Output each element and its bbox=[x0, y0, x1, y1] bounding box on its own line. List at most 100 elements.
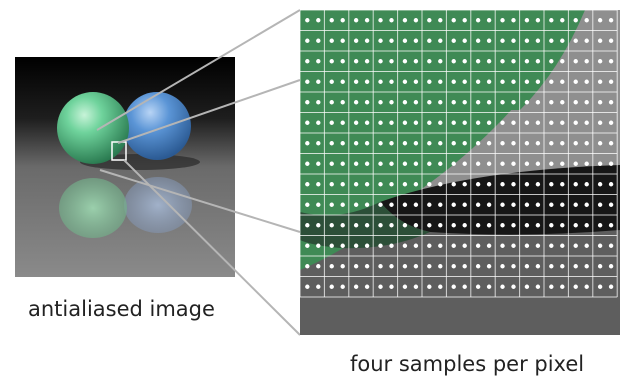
sample-dot bbox=[402, 264, 408, 269]
sample-dot bbox=[378, 264, 383, 269]
sample-dot bbox=[462, 243, 467, 248]
sample-dot bbox=[486, 161, 492, 166]
sample-dot bbox=[573, 202, 578, 207]
sample-dot bbox=[329, 100, 334, 105]
sample-dot bbox=[353, 264, 359, 269]
sample-dot bbox=[364, 284, 370, 289]
sample-dot bbox=[535, 284, 541, 289]
sample-dot bbox=[305, 38, 310, 43]
sample-dot bbox=[475, 120, 481, 125]
sample-dot bbox=[329, 38, 334, 43]
sample-dot bbox=[305, 264, 310, 269]
sample-dot bbox=[524, 100, 530, 105]
sample-dot bbox=[451, 18, 456, 23]
sample-dot bbox=[353, 18, 359, 23]
sample-dot bbox=[511, 223, 516, 228]
sample-dot bbox=[329, 182, 334, 187]
sample-dot bbox=[549, 59, 554, 64]
sample-dot bbox=[549, 79, 554, 84]
sample-dot bbox=[413, 79, 419, 84]
sample-dot bbox=[573, 284, 578, 289]
sample-dot bbox=[378, 120, 383, 125]
sample-dot bbox=[438, 120, 443, 125]
sample-dot bbox=[475, 182, 481, 187]
sample-dot bbox=[549, 100, 554, 105]
sample-dot bbox=[329, 223, 334, 228]
sample-dot bbox=[329, 202, 334, 207]
sample-dot bbox=[475, 202, 481, 207]
sample-dot bbox=[475, 243, 481, 248]
sample-dot bbox=[353, 79, 359, 84]
sample-dot bbox=[451, 161, 456, 166]
sample-dot bbox=[427, 59, 432, 64]
sample-dot bbox=[500, 141, 505, 146]
sample-dot bbox=[305, 161, 310, 166]
sample-dot bbox=[353, 141, 359, 146]
sample-dot bbox=[549, 120, 554, 125]
sample-dot bbox=[486, 100, 492, 105]
zoomed-pixel-grid bbox=[300, 10, 620, 335]
sample-dot bbox=[305, 18, 310, 23]
caption-antialiased-image: antialiased image bbox=[28, 297, 215, 321]
sample-dot bbox=[438, 79, 443, 84]
sample-dot bbox=[378, 79, 383, 84]
sample-dot bbox=[340, 202, 345, 207]
sample-dot bbox=[353, 120, 359, 125]
sample-dot bbox=[438, 223, 443, 228]
sample-dot bbox=[549, 264, 554, 269]
sample-dot bbox=[584, 59, 589, 64]
sample-dot bbox=[584, 141, 589, 146]
sample-dot bbox=[353, 243, 359, 248]
sample-dot bbox=[378, 38, 383, 43]
sample-dot bbox=[451, 223, 456, 228]
sample-dots bbox=[305, 18, 614, 289]
sample-dot bbox=[389, 202, 394, 207]
sample-dot bbox=[608, 182, 614, 187]
sample-dot bbox=[305, 79, 310, 84]
sample-dot bbox=[353, 100, 359, 105]
sample-dot bbox=[438, 182, 443, 187]
sample-dot bbox=[535, 161, 541, 166]
sample-dot bbox=[608, 223, 614, 228]
sample-dot bbox=[427, 79, 432, 84]
sample-dot bbox=[402, 120, 408, 125]
sample-dot bbox=[462, 59, 467, 64]
sample-dot bbox=[500, 202, 505, 207]
sample-dot bbox=[535, 79, 541, 84]
sample-dot bbox=[584, 284, 589, 289]
sample-dot bbox=[413, 243, 419, 248]
sample-dot bbox=[560, 18, 565, 23]
sample-dot bbox=[340, 120, 345, 125]
sample-dot bbox=[475, 38, 481, 43]
sample-dot bbox=[608, 264, 614, 269]
sample-dot bbox=[305, 202, 310, 207]
sample-dot bbox=[475, 264, 481, 269]
sample-dot bbox=[413, 161, 419, 166]
sample-dot bbox=[438, 264, 443, 269]
sample-dot bbox=[475, 161, 481, 166]
sample-dot bbox=[535, 100, 541, 105]
sample-dot bbox=[511, 79, 516, 84]
sample-dot bbox=[340, 79, 345, 84]
sample-dot bbox=[451, 284, 456, 289]
sample-dot bbox=[427, 284, 432, 289]
sample-dot bbox=[608, 38, 614, 43]
sample-dot bbox=[597, 100, 603, 105]
sample-dot bbox=[340, 141, 345, 146]
sample-dot bbox=[305, 243, 310, 248]
sample-dot bbox=[451, 59, 456, 64]
sample-dot bbox=[316, 100, 321, 105]
sample-dot bbox=[353, 284, 359, 289]
sample-dot bbox=[535, 141, 541, 146]
sample-dot bbox=[316, 264, 321, 269]
sample-dot bbox=[427, 18, 432, 23]
sample-dot bbox=[364, 18, 370, 23]
sample-dot bbox=[402, 182, 408, 187]
sample-dot bbox=[597, 161, 603, 166]
sample-dot bbox=[535, 18, 541, 23]
sample-dot bbox=[413, 38, 419, 43]
sample-dot bbox=[573, 38, 578, 43]
sample-dot bbox=[486, 141, 492, 146]
sample-dot bbox=[511, 161, 516, 166]
sample-dot bbox=[413, 100, 419, 105]
